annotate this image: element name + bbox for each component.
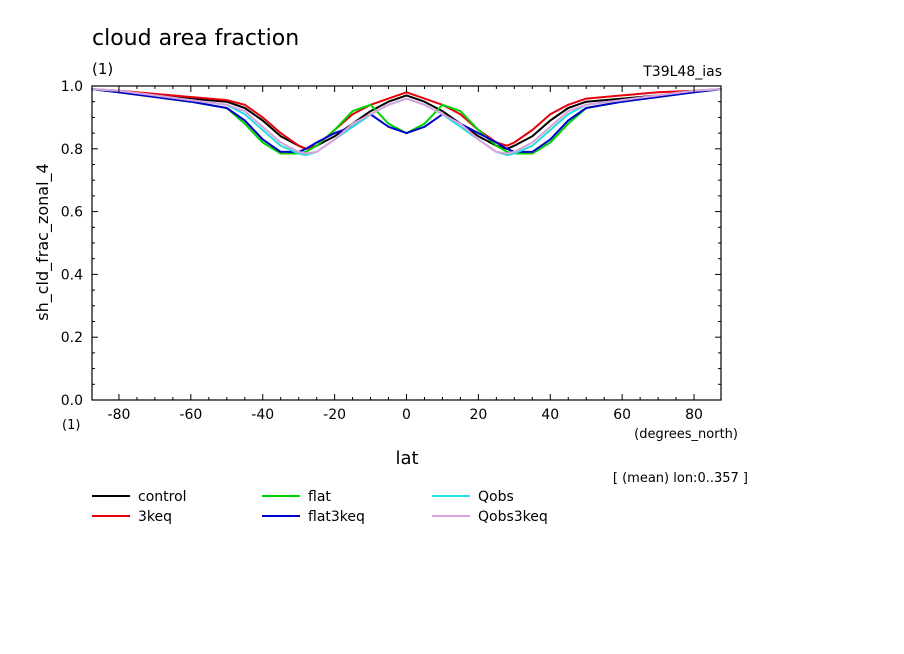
y-axis-units: (1) (62, 418, 80, 433)
series-line-control (91, 88, 722, 150)
x-tick-label: 60 (613, 407, 631, 423)
series-line-3keq (91, 88, 722, 150)
legend-label-qobs: Qobs (478, 489, 514, 505)
footnote: [ (mean) lon:0..357 ] (613, 471, 748, 486)
y-tick-label: 0.6 (61, 205, 83, 221)
y-tick-label: 0.0 (61, 393, 83, 409)
legend-label-qobs3keq: Qobs3keq (478, 509, 548, 525)
x-axis-label: lat (395, 448, 418, 469)
series-line-flat3keq (91, 88, 722, 153)
x-tick-label: 80 (685, 407, 703, 423)
legend-label-3keq: 3keq (138, 509, 172, 525)
series-line-qobs3keq (91, 88, 722, 155)
x-tick-label: -60 (179, 407, 202, 423)
y-tick-label: 0.4 (61, 267, 83, 283)
y-tick-label: 0.2 (61, 330, 83, 346)
x-axis-units: (degrees_north) (634, 427, 738, 442)
legend-label-control: control (138, 489, 187, 505)
x-tick-label: -20 (323, 407, 346, 423)
units-label: (1) (92, 60, 113, 78)
legend-label-flat: flat (308, 489, 331, 505)
y-tick-label: 0.8 (61, 142, 83, 158)
run-label: T39L48_ias (642, 64, 722, 80)
x-tick-label: 40 (541, 407, 559, 423)
x-tick-label: 0 (402, 407, 411, 423)
x-tick-label: 20 (469, 407, 487, 423)
y-axis-label: sh_cld_frac_zonal_4 (33, 163, 53, 320)
x-tick-label: -40 (251, 407, 274, 423)
y-tick-label: 1.0 (61, 79, 83, 95)
chart-title: cloud area fraction (92, 26, 299, 51)
x-tick-label: -80 (108, 407, 131, 423)
legend-label-flat3keq: flat3keq (308, 509, 365, 525)
